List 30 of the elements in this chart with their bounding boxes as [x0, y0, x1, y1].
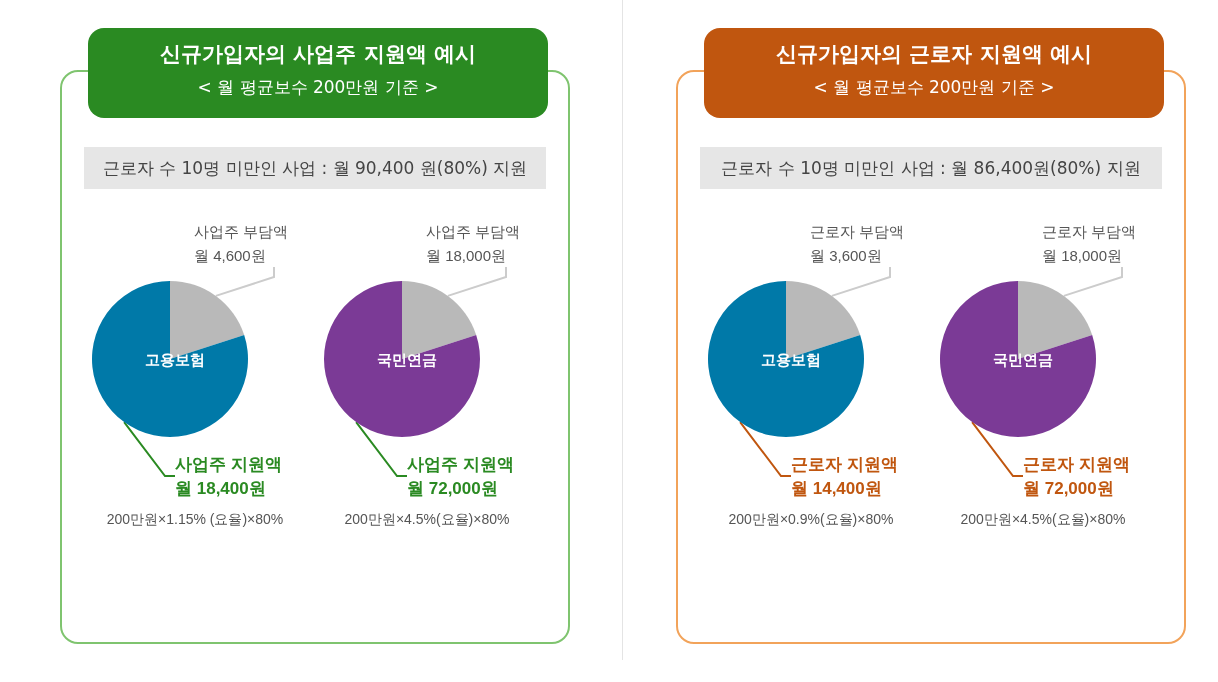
text: 200만원×4.5%(요율)×80% — [344, 511, 510, 527]
slice-label: 사업주 지원액 — [407, 454, 514, 474]
text: < 월 평균보수 200만원 기준 > — [812, 76, 1056, 99]
data-label: 월 18,000원 — [1042, 246, 1123, 264]
text: 200만원×1.15% (요율)×80% — [106, 511, 284, 527]
text: 근로자 수 10명 미만인 사업 : 월 86,400원(80%) 지원 — [700, 147, 1162, 189]
slice-label: 근로자 지원액 — [1023, 454, 1130, 474]
data-label: 월 72,000원 — [1023, 478, 1114, 498]
slice-label: 사업주 부담액 — [194, 222, 289, 240]
data-label: 월 18,400원 — [175, 478, 266, 498]
data-label: 월 72,000원 — [407, 478, 498, 498]
text: 200만원×4.5%(요율)×80% — [960, 511, 1126, 527]
text: < 월 평균보수 200만원 기준 > — [196, 76, 440, 99]
data-label: 월 3,600원 — [810, 246, 882, 264]
text: 근로자 수 10명 미만인 사업 : 월 90,400 원(80%) 지원 — [84, 147, 546, 189]
slice-label: 사업주 지원액 — [175, 454, 282, 474]
text: 국민연금 — [377, 351, 437, 368]
data-label: 월 14,400원 — [791, 478, 882, 498]
slice-label: 근로자 부담액 — [1042, 222, 1137, 240]
text: 고용보험 — [761, 351, 821, 368]
text: 신규가입자의 근로자 지원액 예시 — [775, 41, 1093, 68]
text: 국민연금 — [993, 351, 1053, 368]
text: 신규가입자의 사업주 지원액 예시 — [159, 41, 477, 68]
data-label: 월 18,000원 — [426, 246, 507, 264]
slice-label: 사업주 부담액 — [426, 222, 521, 240]
data-label: 월 4,600원 — [194, 246, 266, 264]
text: 고용보험 — [145, 351, 205, 368]
slice-label: 근로자 부담액 — [810, 222, 905, 240]
slice-label: 근로자 지원액 — [791, 454, 898, 474]
text: 200만원×0.9%(요율)×80% — [728, 511, 894, 527]
